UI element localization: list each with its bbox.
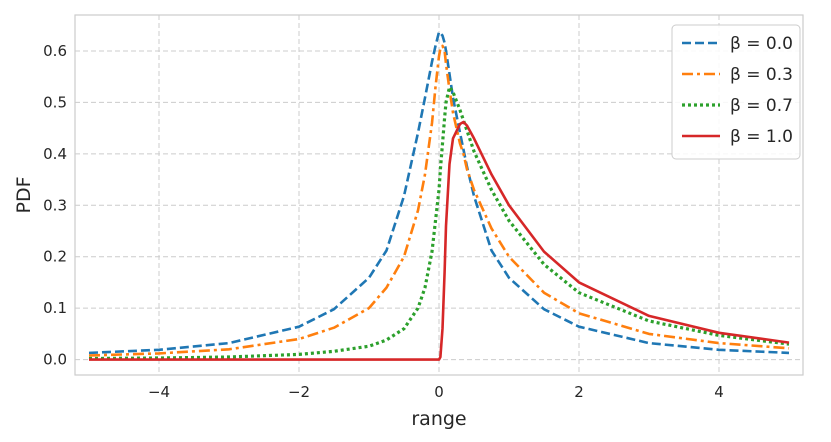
y-tick-label: 0.5 [43,93,67,111]
y-axis-label: PDF [13,176,35,213]
legend-label: β = 1.0 [730,127,793,147]
x-tick-label: 0 [434,383,444,401]
legend-label: β = 0.0 [730,34,793,54]
x-axis-label: range [411,408,466,430]
plot-area-frame [74,14,804,376]
series-line-4 [89,120,790,361]
y-tick-label: 0.1 [43,299,67,317]
y-tick-label: 0.6 [43,42,67,60]
legend-label: β = 0.7 [730,96,793,116]
x-tick-label: −2 [288,383,310,401]
series-line-2 [88,44,790,357]
series-group [88,30,790,361]
legend-box [671,24,801,160]
x-tick-label: 2 [574,383,584,401]
y-tick-label: 0.0 [43,351,67,369]
tick-labels: −4 −2 0 2 4 0.0 0.1 0.2 0.3 0.4 0.5 0.6 [43,42,724,401]
x-tick-label: 4 [714,383,724,401]
legend-label: β = 0.3 [730,65,793,85]
y-tick-label: 0.3 [43,196,67,214]
y-tick-label: 0.4 [43,145,67,163]
legend: β = 0.0 β = 0.3 β = 0.7 β = 1.0 [671,24,801,160]
x-tick-label: −4 [148,383,170,401]
series-line-3 [88,85,790,361]
series-line-1 [88,30,790,355]
y-tick-label: 0.2 [43,248,67,266]
